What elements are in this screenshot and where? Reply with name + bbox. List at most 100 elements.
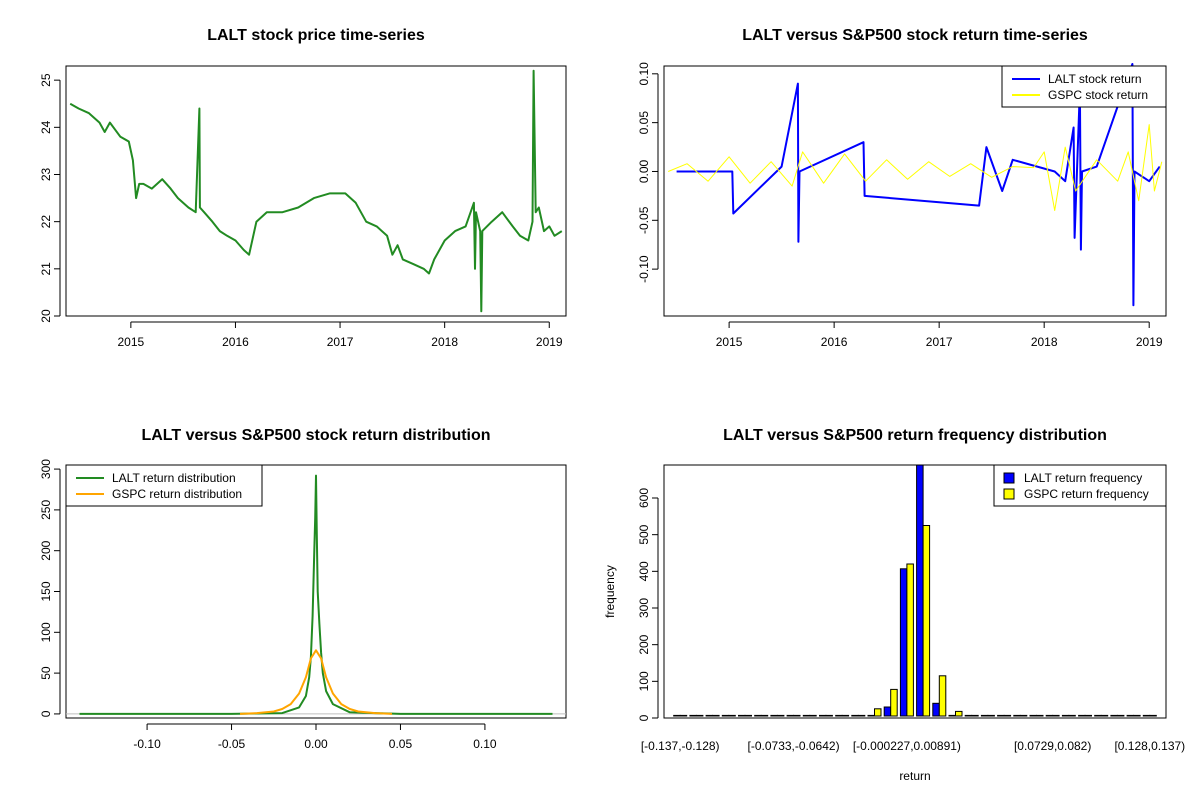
bar-0-20 xyxy=(997,714,1005,717)
y-tick-label: 0.10 xyxy=(637,62,651,86)
bar-1-17 xyxy=(955,710,963,717)
bar-1-26 xyxy=(1100,714,1109,717)
bar-0-8 xyxy=(802,714,811,717)
bar-0-19 xyxy=(980,714,989,717)
y-tick-label: 24 xyxy=(39,120,53,134)
chart-panel-density: LALT versus S&P500 stock return distribu… xyxy=(39,427,567,751)
bar-1-23 xyxy=(1052,714,1060,717)
y-tick-label: 150 xyxy=(39,581,53,601)
x-tick-label: 2016 xyxy=(222,335,249,349)
bar-1-13 xyxy=(890,688,898,717)
bar-0-29 xyxy=(1142,714,1151,717)
chart-panel-returns: LALT versus S&P500 stock return time-ser… xyxy=(637,27,1167,349)
bar-1-27 xyxy=(1116,714,1125,717)
bar-0-22 xyxy=(1029,714,1037,717)
legend-label: LALT return frequency xyxy=(1024,471,1142,485)
y-tick-label: 400 xyxy=(637,561,651,581)
x-tick-label: [0.0729,0.082) xyxy=(1014,739,1091,753)
bar-0-2 xyxy=(705,714,714,717)
bar-0-0 xyxy=(673,714,681,717)
x-tick-label: [-0.000227,0.00891) xyxy=(853,739,961,753)
bar-1-29 xyxy=(1149,714,1157,717)
bar-0-6 xyxy=(770,714,778,717)
y-tick-label: 300 xyxy=(39,459,53,479)
bar-1-12 xyxy=(874,708,882,717)
legend-swatch xyxy=(1003,472,1015,484)
plot-frame xyxy=(65,464,567,719)
y-tick-label: 500 xyxy=(637,524,651,544)
bar-0-4 xyxy=(738,714,746,717)
bar-0-12 xyxy=(867,714,875,717)
bar-1-21 xyxy=(1019,714,1028,717)
x-tick-label: 2015 xyxy=(118,335,145,349)
bar-1-2 xyxy=(712,714,720,717)
x-tick-label: 0.10 xyxy=(473,737,497,751)
bar-0-18 xyxy=(964,714,973,717)
y-tick-label: 100 xyxy=(637,671,651,691)
y-tick-label: 250 xyxy=(39,500,53,520)
bar-0-9 xyxy=(819,714,827,717)
x-tick-label: -0.05 xyxy=(218,737,246,751)
x-tick-label: [-0.137,-0.128) xyxy=(641,739,720,753)
bar-0-5 xyxy=(754,714,762,717)
legend-box xyxy=(65,464,263,507)
x-tick-label: [0.128,0.137) xyxy=(1114,739,1185,753)
y-tick-label: 0.00 xyxy=(637,159,651,183)
legend-label: GSPC stock return xyxy=(1048,88,1148,102)
bar-0-16 xyxy=(932,702,940,717)
bar-0-24 xyxy=(1061,714,1070,717)
legend-label: LALT return distribution xyxy=(112,471,236,485)
chart-title: LALT versus S&P500 stock return distribu… xyxy=(141,427,490,444)
x-tick-label: 2019 xyxy=(1136,335,1163,349)
chart-panel-frequency: LALT versus S&P500 return frequency dist… xyxy=(603,427,1185,783)
y-tick-label: 200 xyxy=(39,540,53,560)
bar-1-16 xyxy=(938,675,947,717)
bar-1-24 xyxy=(1068,714,1076,717)
x-tick-label: 2015 xyxy=(716,335,743,349)
plot-frame xyxy=(663,464,1167,719)
y-tick-label: 21 xyxy=(39,262,53,276)
bar-0-10 xyxy=(835,714,843,717)
legend-label: GSPC return distribution xyxy=(112,487,242,501)
y-tick-label: 100 xyxy=(39,622,53,642)
x-tick-label: 2019 xyxy=(536,335,563,349)
legend-box xyxy=(993,464,1167,507)
y-tick-label: 22 xyxy=(39,215,53,229)
bar-0-11 xyxy=(851,714,859,717)
chart-title: LALT versus S&P500 stock return time-ser… xyxy=(742,27,1088,44)
bar-1-4 xyxy=(744,714,752,717)
y-tick-label: 23 xyxy=(39,167,53,181)
bar-1-1 xyxy=(695,714,704,717)
series-line-price xyxy=(69,69,563,313)
x-tick-label: 2017 xyxy=(926,335,953,349)
x-tick-label: [-0.0733,-0.0642) xyxy=(748,739,840,753)
x-axis-label: return xyxy=(899,769,930,783)
bar-0-1 xyxy=(689,714,697,717)
y-tick-label: 200 xyxy=(637,634,651,654)
chart-panel-price: LALT stock price time-series 20 21 22 23 24 25… xyxy=(39,27,567,349)
x-tick-label: -0.10 xyxy=(133,737,161,751)
plot-frame xyxy=(663,65,1167,317)
bar-0-14 xyxy=(899,568,908,717)
series-line-gspc-stock-return xyxy=(668,124,1163,211)
bar-0-26 xyxy=(1094,714,1102,717)
chart-title: LALT versus S&P500 return frequency dist… xyxy=(723,427,1107,444)
x-tick-label: 2018 xyxy=(1031,335,1058,349)
y-axis-label: frequency xyxy=(603,565,617,618)
y-tick-label: 0 xyxy=(39,710,53,717)
bar-0-3 xyxy=(721,714,730,717)
x-tick-label: 2018 xyxy=(431,335,458,349)
bar-1-22 xyxy=(1036,714,1044,717)
bar-0-28 xyxy=(1126,714,1135,717)
x-tick-label: 2017 xyxy=(327,335,354,349)
bar-1-6 xyxy=(776,714,785,717)
bar-1-5 xyxy=(760,714,769,717)
bar-1-20 xyxy=(1003,714,1012,717)
legend-swatch xyxy=(1003,488,1015,500)
y-tick-label: 0 xyxy=(637,714,651,721)
x-tick-label: 2016 xyxy=(821,335,848,349)
y-tick-label: 0.05 xyxy=(637,111,651,135)
x-tick-label: 0.00 xyxy=(304,737,328,751)
bar-1-8 xyxy=(809,714,817,717)
